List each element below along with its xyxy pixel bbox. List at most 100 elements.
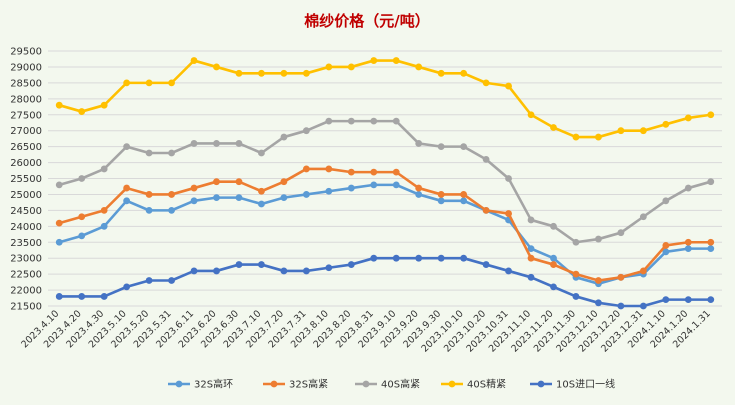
- data-point: [123, 283, 131, 291]
- data-point: [662, 197, 670, 205]
- data-point: [639, 127, 647, 135]
- data-point: [190, 57, 198, 64]
- data-point: [213, 178, 220, 186]
- data-point: [572, 293, 580, 300]
- data-point: [302, 127, 310, 135]
- data-point: [190, 267, 198, 275]
- data-point: [595, 299, 602, 307]
- data-point: [527, 111, 535, 119]
- y-tick-label: 29500: [10, 47, 42, 58]
- data-point: [392, 181, 400, 189]
- y-tick-label: 29000: [10, 62, 42, 73]
- legend-marker: [448, 380, 456, 388]
- data-point: [437, 254, 445, 262]
- data-point: [639, 213, 647, 221]
- data-point: [168, 191, 175, 198]
- series-4: [55, 254, 715, 310]
- legend-marker: [537, 380, 545, 388]
- data-point: [213, 267, 220, 275]
- data-point: [460, 191, 468, 198]
- legend-label: 32S高紧: [289, 378, 328, 391]
- data-point: [639, 267, 647, 275]
- series-lines: [55, 57, 715, 310]
- data-point: [370, 57, 378, 64]
- data-point: [78, 175, 86, 182]
- data-point: [370, 117, 378, 125]
- data-point: [302, 191, 310, 198]
- data-point: [707, 245, 715, 253]
- y-tick-label: 24000: [10, 222, 42, 233]
- data-point: [662, 120, 670, 128]
- data-point: [572, 238, 580, 246]
- data-point: [595, 133, 602, 141]
- legend-marker: [270, 380, 278, 388]
- series-3: [55, 57, 715, 141]
- data-point: [370, 254, 378, 262]
- data-point: [55, 101, 63, 109]
- data-point: [325, 264, 333, 272]
- series-2: [55, 117, 715, 246]
- data-point: [527, 254, 535, 262]
- data-point: [617, 302, 625, 310]
- y-tick-label: 23500: [10, 238, 42, 249]
- data-point: [347, 63, 355, 71]
- data-point: [258, 187, 265, 195]
- data-point: [347, 168, 355, 176]
- y-tick-label: 28000: [10, 94, 42, 105]
- data-point: [505, 82, 512, 90]
- data-point: [145, 206, 153, 214]
- data-point: [707, 178, 715, 186]
- data-point: [168, 79, 175, 87]
- data-point: [550, 124, 557, 131]
- data-point: [707, 238, 715, 246]
- y-tick-label: 28500: [10, 78, 42, 89]
- data-point: [213, 194, 220, 202]
- x-axis-ticks: 2023.4.102023.4.202023.4.302023.5.102023…: [19, 308, 713, 354]
- data-point: [280, 133, 288, 141]
- data-point: [392, 168, 400, 176]
- data-point: [572, 133, 580, 141]
- data-point: [100, 206, 108, 214]
- data-point: [370, 168, 378, 176]
- data-point: [415, 140, 423, 147]
- series-1: [55, 165, 715, 284]
- data-point: [302, 165, 310, 173]
- data-point: [235, 69, 243, 77]
- data-point: [595, 235, 602, 243]
- data-point: [684, 114, 692, 122]
- series-line: [58, 167, 711, 282]
- y-tick-label: 25000: [10, 190, 42, 201]
- data-point: [100, 293, 108, 300]
- data-point: [78, 232, 86, 240]
- y-tick-label: 26500: [10, 142, 42, 153]
- data-point: [280, 69, 288, 77]
- data-point: [302, 267, 310, 275]
- data-point: [190, 197, 198, 205]
- data-point: [437, 191, 445, 198]
- y-tick-label: 21500: [10, 302, 42, 313]
- data-point: [190, 184, 198, 192]
- data-point: [482, 79, 490, 87]
- data-point: [100, 222, 108, 230]
- data-point: [325, 63, 333, 71]
- series-line: [59, 256, 711, 308]
- data-point: [347, 261, 355, 268]
- data-point: [482, 155, 490, 163]
- y-tick-label: 27500: [10, 110, 42, 121]
- y-tick-label: 24500: [10, 206, 42, 217]
- data-point: [347, 117, 355, 125]
- data-point: [190, 140, 198, 147]
- legend-label: 32S高环: [194, 378, 233, 391]
- y-tick-label: 26000: [10, 158, 42, 169]
- y-tick-label: 22000: [10, 286, 42, 297]
- y-axis-ticks: 21500 22000 22500 23000 23500 24000 24500 25000…: [10, 47, 42, 313]
- data-point: [325, 187, 333, 195]
- legend-label: 40S高紧: [381, 378, 420, 391]
- data-point: [662, 242, 670, 249]
- data-point: [527, 216, 535, 224]
- data-point: [550, 283, 557, 291]
- data-point: [213, 140, 220, 147]
- data-point: [505, 267, 512, 275]
